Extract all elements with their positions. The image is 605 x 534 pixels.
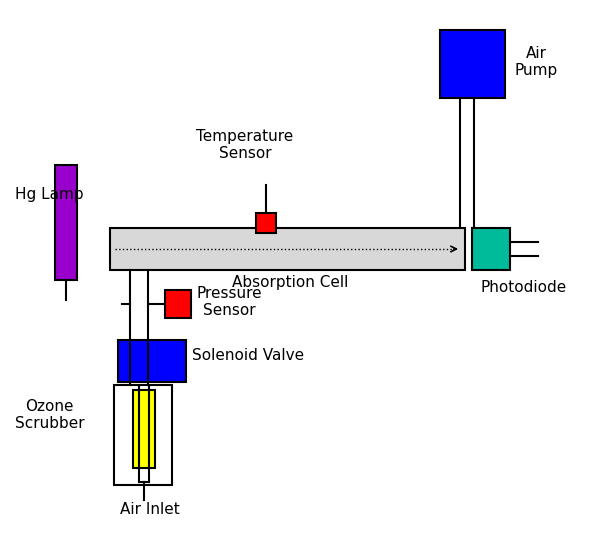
Text: Ozone
Scrubber: Ozone Scrubber [15, 399, 85, 431]
Bar [440, 30, 505, 98]
Text: Pressure
Sensor: Pressure Sensor [196, 286, 261, 318]
Text: Solenoid Valve: Solenoid Valve [192, 348, 304, 363]
Text: Air Inlet: Air Inlet [120, 502, 180, 517]
Text: Air
Pump: Air Pump [515, 46, 558, 78]
Bar [256, 213, 276, 233]
Bar [133, 390, 155, 468]
Bar [118, 340, 186, 382]
Bar [55, 165, 77, 280]
Bar [114, 385, 172, 485]
Bar [165, 290, 191, 318]
Text: Temperature
Sensor: Temperature Sensor [197, 129, 293, 161]
Text: Absorption Cell: Absorption Cell [232, 274, 348, 289]
Text: Photodiode: Photodiode [480, 280, 566, 295]
Bar [110, 228, 465, 270]
Text: Hg Lamp: Hg Lamp [15, 187, 83, 202]
Bar [472, 228, 510, 270]
